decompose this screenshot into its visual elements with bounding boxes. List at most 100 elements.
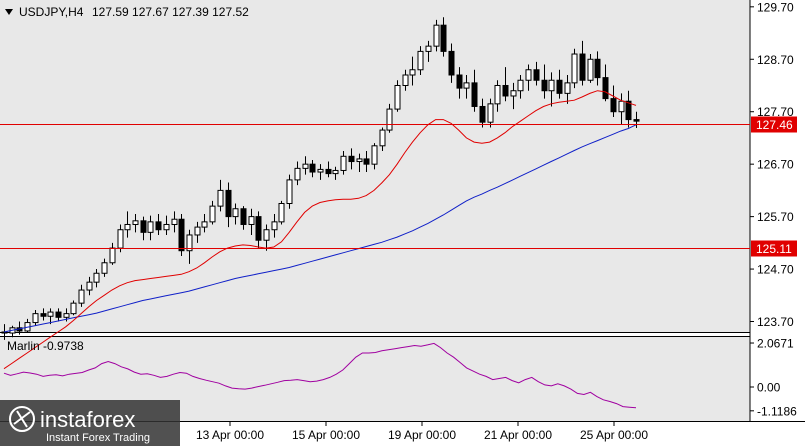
candle-down (178, 218, 185, 252)
candle-up (409, 69, 416, 76)
candle-up (294, 167, 301, 181)
price-tick-label: 124.70 (757, 263, 794, 277)
price-tag: 125.11 (756, 242, 792, 256)
price-tick-label: 129.70 (757, 0, 794, 14)
main-plot (0, 17, 750, 370)
watermark-background (0, 400, 180, 446)
candle-down (556, 79, 563, 94)
candle-down (348, 155, 355, 163)
price-tick-label: 125.70 (757, 210, 794, 224)
candle-up (78, 289, 85, 304)
oscillator-plot (3, 342, 637, 409)
candle-up (232, 208, 239, 218)
candle-down (309, 163, 316, 173)
symbol-timeframe: USDJPY,H4 (19, 5, 84, 19)
candle-up (278, 203, 285, 223)
price-tick-label: 128.70 (757, 53, 794, 67)
candle-down (440, 24, 447, 52)
candle-down (140, 220, 147, 233)
price-tick-label: 123.70 (757, 315, 794, 329)
candle-up (248, 216, 255, 225)
candle-up (63, 313, 70, 318)
candle-up (263, 229, 270, 241)
candle-up (517, 79, 524, 92)
price-tag: 127.46 (756, 118, 793, 132)
candle-up (201, 221, 208, 228)
candle-up (109, 247, 116, 264)
candle-down (325, 168, 332, 175)
candle-up (317, 168, 324, 173)
candle-up (124, 223, 131, 231)
slow-moving-average (3, 124, 637, 333)
price-tick-label: 126.70 (757, 158, 794, 172)
candle-up (86, 281, 93, 291)
candle-up (402, 74, 409, 86)
candle-up (209, 205, 216, 223)
price-axis: 127.46 125.11 129.70 128.70 127.70 126.70 125.… (750, 0, 797, 329)
dropdown-triangle-icon[interactable] (5, 9, 13, 15)
oscillator-tick-label: -1.1186 (757, 404, 797, 418)
candle-up (171, 218, 178, 225)
candle-down (240, 208, 247, 225)
time-tick-label: 21 Apr 00:00 (484, 428, 552, 442)
price-tick-label: 127.70 (757, 105, 794, 119)
candle-up (147, 221, 154, 233)
candle-up (217, 189, 224, 207)
candle-up (463, 82, 470, 89)
candle-up (101, 262, 108, 274)
watermark-brand: instaforex (40, 407, 135, 432)
time-tick-label: 19 Apr 00:00 (388, 428, 456, 442)
candle-up (571, 53, 578, 84)
oscillator-tick-label: 2.0671 (757, 337, 794, 351)
candle-up (286, 179, 293, 205)
candle-up (32, 313, 39, 324)
candle-up (510, 90, 517, 97)
candle-up (379, 129, 386, 147)
candle-down (471, 82, 478, 107)
candle-up (394, 84, 401, 110)
candle-down (579, 53, 586, 81)
price-tag-background (751, 116, 797, 133)
time-axis: 13 Apr 00:00 15 Apr 00:00 19 Apr 00:00 21 A… (196, 421, 648, 442)
candle-up (525, 69, 532, 81)
candle-down (602, 77, 609, 100)
candle-down (541, 79, 548, 92)
candle-up (425, 45, 432, 52)
candle-up (618, 100, 625, 113)
time-tick-label: 25 Apr 00:00 (580, 428, 648, 442)
candle-up (332, 169, 339, 175)
candle-up (487, 103, 494, 123)
candle-up (132, 220, 139, 225)
candle-down (594, 58, 601, 79)
watermark-tagline: Instant Forex Trading (46, 432, 150, 444)
candle-up (186, 234, 193, 252)
candle-up (47, 311, 54, 317)
candle-down (225, 189, 232, 218)
candle-up (548, 79, 555, 92)
oscillator-label: Marlin -0.9738 (7, 339, 84, 353)
candle-up (417, 50, 424, 71)
candle-down (363, 158, 370, 165)
candle-up (564, 82, 571, 94)
candle-down (625, 100, 632, 121)
candle-down (610, 98, 617, 113)
candle-up (70, 302, 77, 315)
instaforex-watermark: instaforex Instant Forex Trading (0, 400, 180, 446)
candle-up (163, 223, 170, 231)
candle-up (386, 108, 393, 131)
oscillator-axis: 2.0671 0.00 -1.1186 (750, 337, 797, 418)
candle-up (93, 272, 100, 283)
time-tick-label: 15 Apr 00:00 (292, 428, 360, 442)
candle-down (40, 313, 47, 317)
candle-up (302, 163, 309, 169)
candle-down (155, 221, 162, 231)
candle-up (587, 58, 594, 81)
oscillator-tick-label: 0.00 (757, 381, 781, 395)
candle-down (456, 74, 463, 89)
candle-up (194, 226, 201, 236)
candle-down (633, 119, 640, 122)
price-tag-background (751, 240, 797, 257)
candle-up (371, 145, 378, 165)
ohlc-values: 127.59 127.67 127.39 127.52 (92, 5, 249, 19)
